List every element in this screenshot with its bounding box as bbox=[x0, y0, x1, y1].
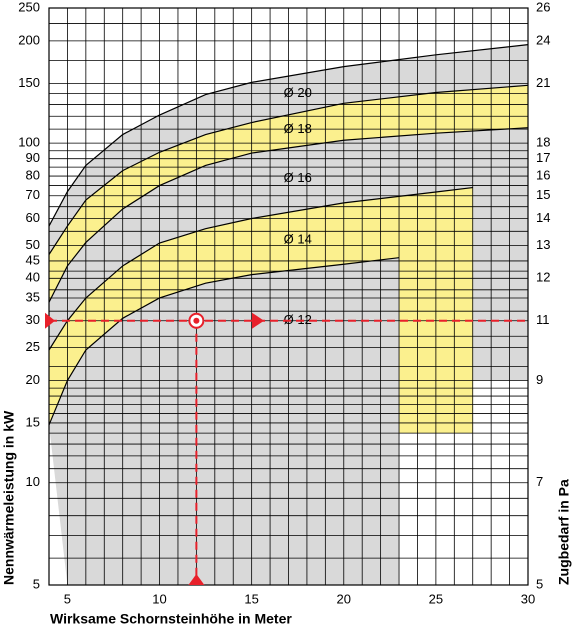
arrow-mid bbox=[252, 312, 264, 329]
y-tick-label: 100 bbox=[18, 135, 40, 150]
band-curve bbox=[48, 257, 400, 426]
band-area bbox=[49, 187, 473, 434]
arrow-left bbox=[45, 312, 55, 329]
x-axis-label: Wirksame Schornsteinhöhe in Meter bbox=[50, 611, 292, 627]
y2-tick-label: 11 bbox=[536, 312, 550, 327]
y2-tick-label: 18 bbox=[536, 135, 550, 150]
band-curve bbox=[48, 44, 529, 227]
y-axis-label: Nennwärmeleistung in kW bbox=[1, 410, 17, 585]
y2-tick-label: 17 bbox=[536, 150, 550, 165]
y-tick-label: 25 bbox=[26, 339, 40, 354]
y2-tick-label: 7 bbox=[536, 474, 543, 489]
y-tick-label: 60 bbox=[26, 210, 40, 225]
x-tick-label: 25 bbox=[429, 591, 443, 606]
x-tick-label: 5 bbox=[64, 591, 71, 606]
y2-tick-label: 13 bbox=[536, 237, 550, 252]
y-tick-label: 45 bbox=[26, 252, 40, 267]
y2-tick-label: 15 bbox=[536, 187, 550, 202]
x-tick-label: 15 bbox=[244, 591, 258, 606]
arrow-bottom bbox=[188, 574, 205, 585]
band-area bbox=[49, 257, 400, 585]
example-point-center bbox=[193, 317, 200, 324]
grid-layer bbox=[48, 7, 529, 586]
x-tick-label: 20 bbox=[337, 591, 351, 606]
band-curve bbox=[48, 84, 529, 255]
x-tick-label: 30 bbox=[521, 591, 535, 606]
y-tick-label: 70 bbox=[26, 187, 40, 202]
y-tick-label: 5 bbox=[33, 576, 40, 591]
band-label: Ø 18 bbox=[284, 121, 312, 136]
y2-tick-label: 16 bbox=[536, 167, 550, 182]
band-curve bbox=[48, 127, 529, 303]
plot-frame bbox=[48, 7, 529, 586]
y2-axis-label: Zugbedarf in Pa bbox=[556, 479, 572, 585]
y2-tick-label: 12 bbox=[536, 270, 550, 285]
y-tick-label: 10 bbox=[26, 474, 40, 489]
y2-tick-label: 14 bbox=[536, 210, 550, 225]
x-tick-label: 10 bbox=[152, 591, 166, 606]
band-label: Ø 14 bbox=[284, 232, 312, 247]
band-label: Ø 20 bbox=[284, 85, 312, 100]
band-curve bbox=[48, 186, 473, 351]
y-tick-label: 200 bbox=[18, 32, 40, 47]
y2-tick-label: 26 bbox=[536, 0, 550, 14]
y-tick-label: 15 bbox=[26, 414, 40, 429]
y2-tick-label: 9 bbox=[536, 372, 543, 387]
y2-tick-label: 21 bbox=[536, 75, 550, 90]
band-label: Ø 16 bbox=[284, 170, 312, 185]
y-tick-label: 250 bbox=[18, 0, 40, 14]
band-label: Ø 12 bbox=[284, 312, 312, 327]
y2-tick-label: 5 bbox=[536, 576, 543, 591]
y-tick-label: 50 bbox=[26, 237, 40, 252]
band-area bbox=[49, 127, 528, 381]
y-tick-label: 35 bbox=[26, 289, 40, 304]
y-tick-label: 80 bbox=[26, 167, 40, 182]
y-tick-label: 90 bbox=[26, 150, 40, 165]
y2-tick-label: 24 bbox=[536, 32, 550, 47]
y-tick-label: 150 bbox=[18, 75, 40, 90]
y-tick-label: 20 bbox=[26, 372, 40, 387]
y-tick-label: 30 bbox=[26, 312, 40, 327]
y-tick-label: 40 bbox=[26, 270, 40, 285]
